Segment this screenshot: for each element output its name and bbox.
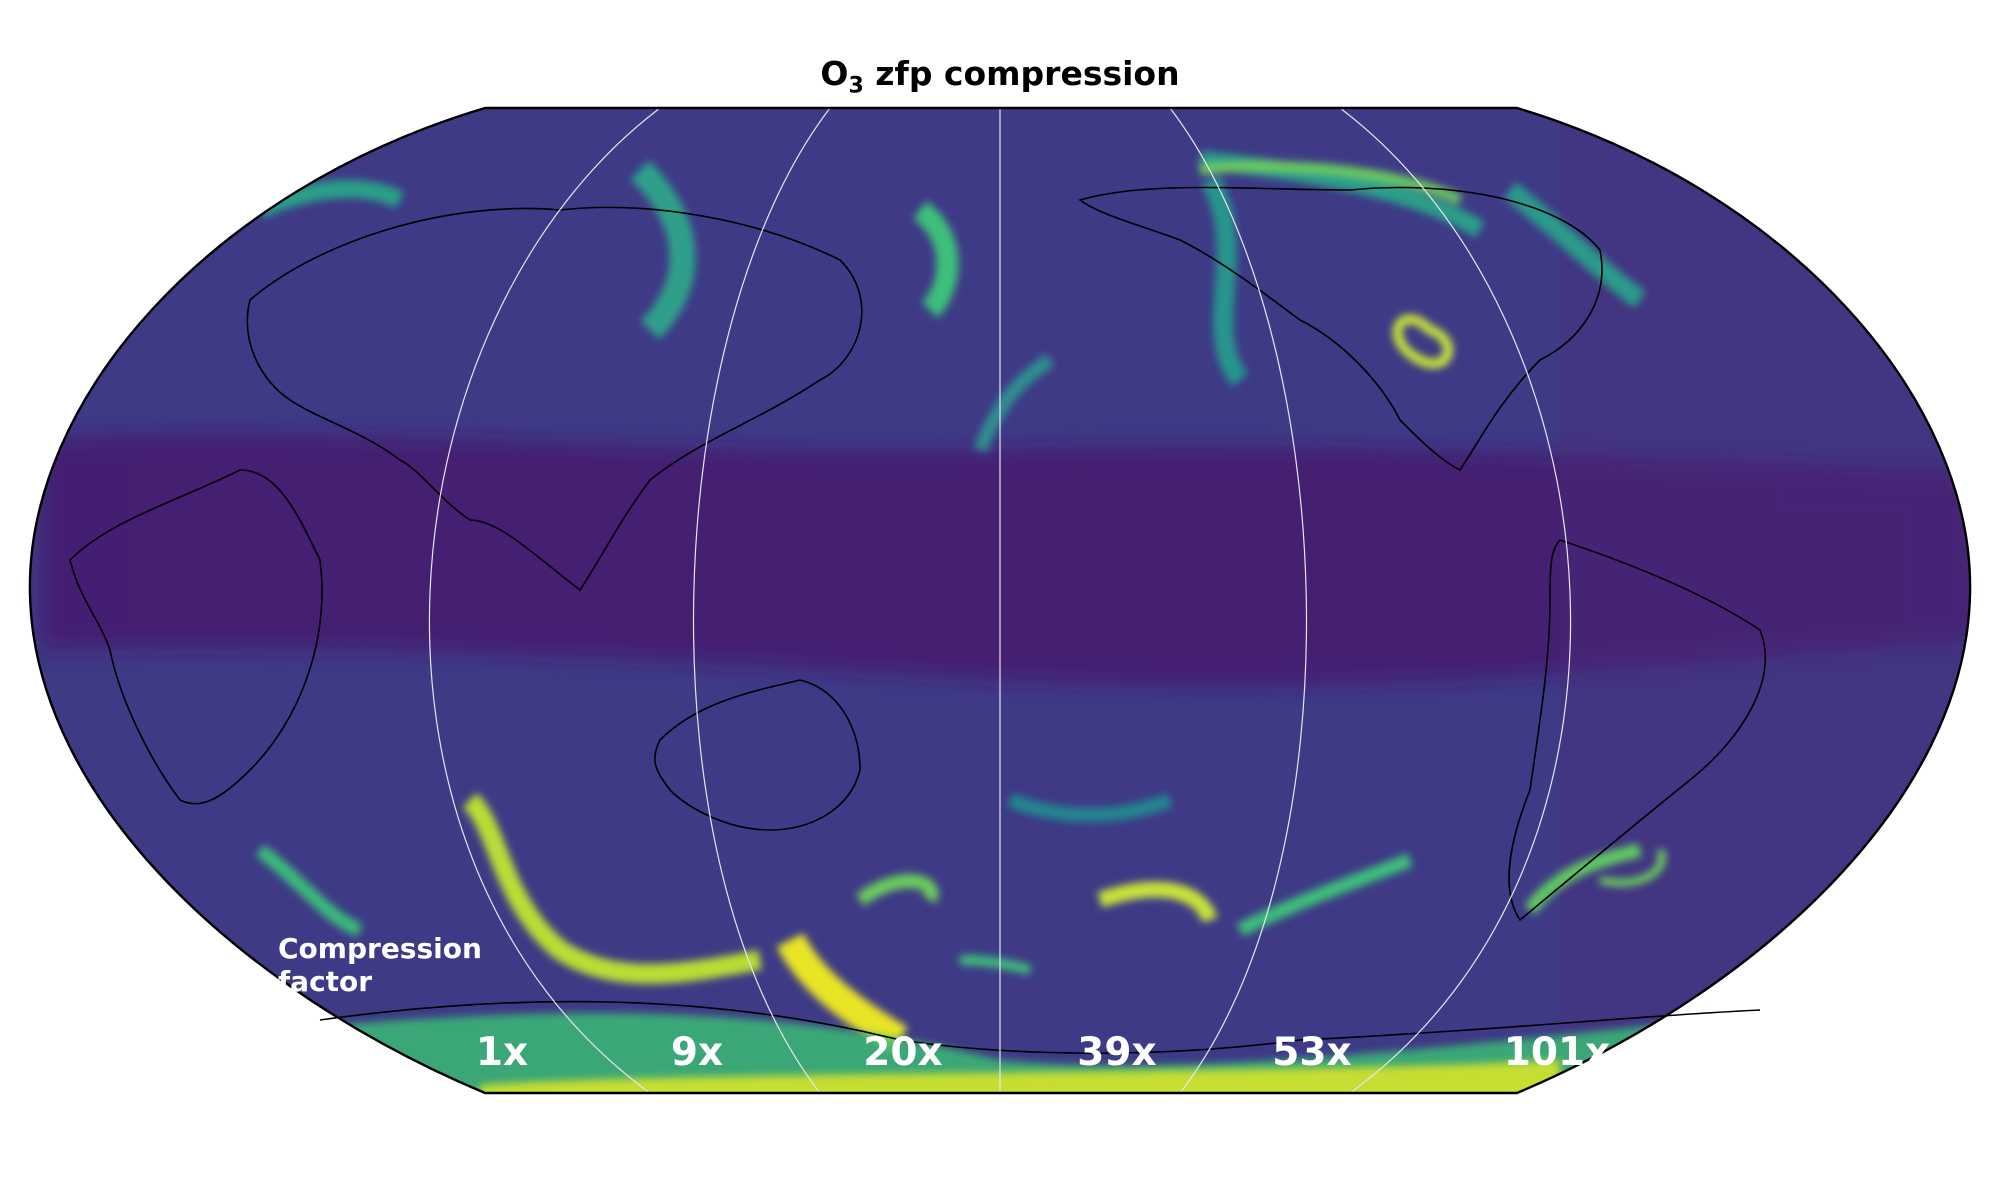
meridian-2 xyxy=(692,107,831,1094)
compression-label-line1: Compression xyxy=(278,932,482,965)
factor-label-1: 1x xyxy=(475,1030,529,1075)
factor-label-4: 39x xyxy=(1077,1030,1157,1075)
compression-label-line2: factor xyxy=(278,965,373,998)
factor-label-6: 101x xyxy=(1503,1030,1611,1075)
coastlines xyxy=(69,186,1766,1054)
pixelated-region xyxy=(1560,120,1971,1080)
meridian-5 xyxy=(1339,107,1572,1094)
meridians xyxy=(428,107,1572,1094)
southern-streamers xyxy=(255,792,1666,1053)
meridian-4 xyxy=(1169,107,1308,1094)
australia-outline xyxy=(654,679,861,831)
factor-label-2: 9x xyxy=(670,1030,724,1075)
south-america-outline xyxy=(1508,539,1766,922)
tropical-low-band xyxy=(40,434,1971,686)
factor-label-3: 20x xyxy=(863,1030,943,1075)
meridian-1 xyxy=(428,107,661,1094)
globe-outline xyxy=(28,106,1972,1095)
antarctica-outline xyxy=(319,1000,1761,1054)
eurasia-outline xyxy=(246,206,863,592)
map-title: O3 zfp compression xyxy=(820,54,1180,99)
compression-factor-label: Compression factor xyxy=(278,932,482,998)
north-america-outline xyxy=(1078,186,1603,472)
northern-streamers xyxy=(255,151,1647,453)
africa-outline xyxy=(69,469,323,805)
factor-label-5: 53x xyxy=(1272,1030,1352,1075)
